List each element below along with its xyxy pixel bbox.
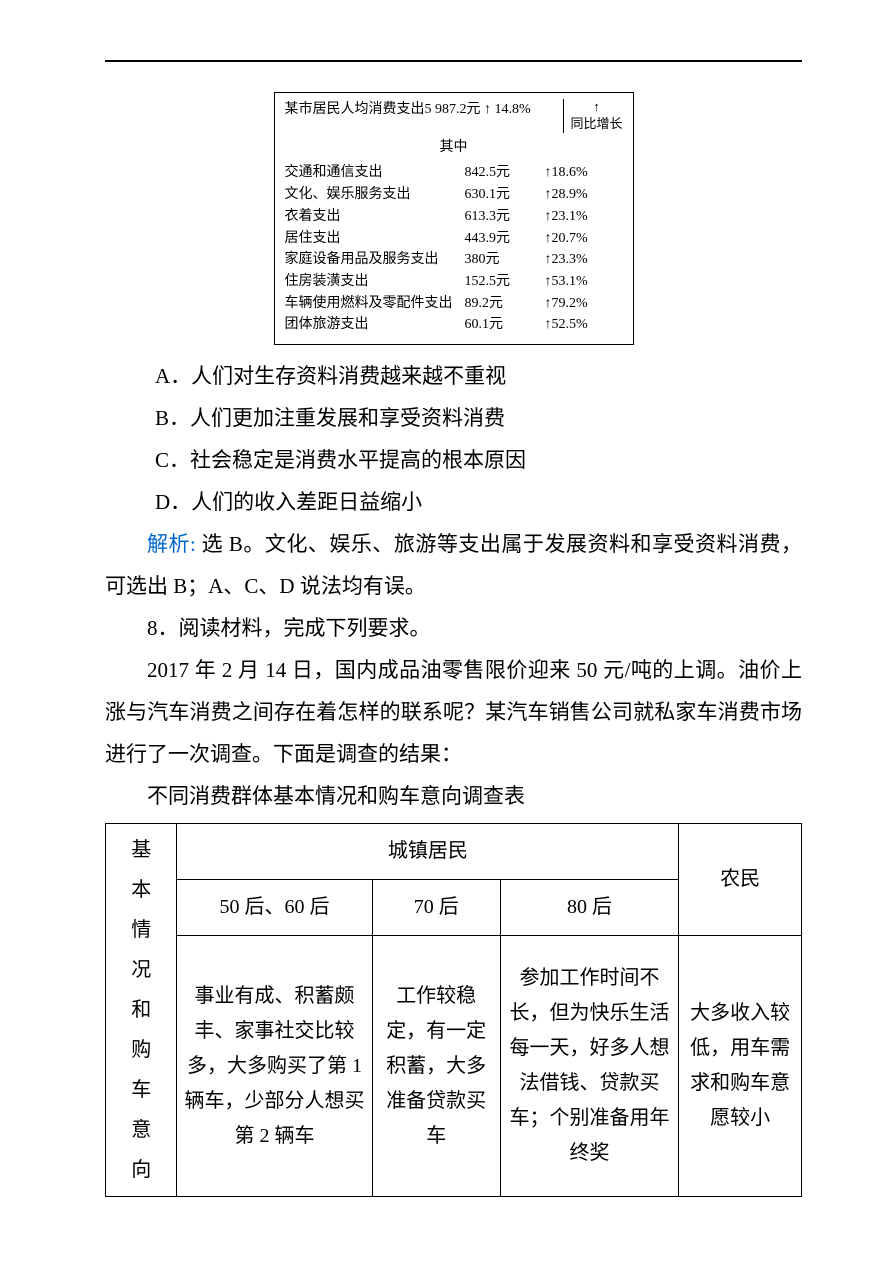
spending-pct: ↑52.5% [545,314,623,336]
spending-amt: 89.2元 [465,293,545,315]
spending-row: 文化、娱乐服务支出 630.1元 ↑28.9% [285,184,623,206]
q8-heading: 8．阅读材料，完成下列要求。 [105,607,802,649]
spending-pct: ↑28.9% [545,184,623,206]
row-label: 基本情况和购车意向 [110,830,172,1190]
spending-title: 某市居民人均消费支出5 987.2元 ↑ 14.8% [285,99,564,121]
spending-header: 某市居民人均消费支出5 987.2元 ↑ 14.8% ↑ 同比增长 [285,99,623,133]
option-b: B．人们更加注重发展和享受资料消费 [105,397,802,439]
spending-pct: ↑79.2% [545,293,623,315]
spending-subhead: 其中 [285,133,623,163]
spending-pct: ↑18.6% [545,162,623,184]
spending-row: 团体旅游支出 60.1元 ↑52.5% [285,314,623,336]
answer-text: 选 B。文化、娱乐、旅游等支出属于发展资料和享受资料消费，可选出 B；A、C、D… [105,532,802,598]
table-row: 基本情况和购车意向 城镇居民 农民 [106,823,802,879]
th-g1: 50 后、60 后 [177,880,372,936]
spending-cat: 车辆使用燃料及零配件支出 [285,293,465,315]
answer-paragraph: 解析: 选 B。文化、娱乐、旅游等支出属于发展资料和享受资料消费，可选出 B；A… [105,523,802,607]
th-rural: 农民 [679,823,802,935]
spending-cat: 团体旅游支出 [285,314,465,336]
yoy-box: ↑ 同比增长 [563,99,622,133]
spending-amt: 152.5元 [465,271,545,293]
spending-amt: 443.9元 [465,228,545,250]
survey-table: 基本情况和购车意向 城镇居民 农民 50 后、60 后 70 后 80 后 事业… [105,823,802,1197]
cell-g3: 参加工作时间不长，但为快乐生活每一天，好多人想法借钱、贷款买车；个别准备用年终奖 [500,936,678,1197]
th-g2: 70 后 [372,880,500,936]
spending-amt: 380元 [465,249,545,271]
spending-amt: 630.1元 [465,184,545,206]
page-rule [105,60,802,62]
spending-table: 某市居民人均消费支出5 987.2元 ↑ 14.8% ↑ 同比增长 其中 交通和… [274,92,634,345]
th-g3: 80 后 [500,880,678,936]
spending-cat: 家庭设备用品及服务支出 [285,249,465,271]
spending-pct: ↑23.3% [545,249,623,271]
spending-cat: 居住支出 [285,228,465,250]
option-d: D．人们的收入差距日益缩小 [105,481,802,523]
spending-row: 家庭设备用品及服务支出 380元 ↑23.3% [285,249,623,271]
row-label-empty: 基本情况和购车意向 [106,823,177,1196]
spending-pct: ↑53.1% [545,271,623,293]
cell-g2: 工作较稳定，有一定积蓄，大多准备贷款买车 [372,936,500,1197]
table-row: 事业有成、积蓄颇丰、家事社交比较多，大多购买了第 1 辆车，少部分人想买第 2 … [106,936,802,1197]
spending-amt: 842.5元 [465,162,545,184]
yoy-label: 同比增长 [570,116,622,133]
arrow-icon: ↑ [484,102,491,117]
spending-row: 交通和通信支出 842.5元 ↑18.6% [285,162,623,184]
spending-cat: 文化、娱乐服务支出 [285,184,465,206]
spending-row: 车辆使用燃料及零配件支出 89.2元 ↑79.2% [285,293,623,315]
spending-title-text: 某市居民人均消费支出5 987.2元 [285,102,481,117]
yoy-arrow-icon: ↑ [570,99,622,116]
spending-pct: ↑23.1% [545,206,623,228]
spending-pct: ↑20.7% [545,228,623,250]
spending-amt: 613.3元 [465,206,545,228]
cell-rural: 大多收入较低，用车需求和购车意愿较小 [679,936,802,1197]
spending-cat: 衣着支出 [285,206,465,228]
spending-amt: 60.1元 [465,314,545,336]
spending-row: 住房装潢支出 152.5元 ↑53.1% [285,271,623,293]
spending-cat: 交通和通信支出 [285,162,465,184]
cell-g1: 事业有成、积蓄颇丰、家事社交比较多，大多购买了第 1 辆车，少部分人想买第 2 … [177,936,372,1197]
answer-label: 解析: [147,532,196,556]
q8-body: 2017 年 2 月 14 日，国内成品油零售限价迎来 50 元/吨的上调。油价… [105,649,802,775]
survey-title: 不同消费群体基本情况和购车意向调查表 [105,775,802,817]
spending-row: 衣着支出 613.3元 ↑23.1% [285,206,623,228]
spending-cat: 住房装潢支出 [285,271,465,293]
spending-title-pct: 14.8% [495,102,531,117]
option-c: C．社会稳定是消费水平提高的根本原因 [105,439,802,481]
th-urban: 城镇居民 [177,823,679,879]
option-a: A．人们对生存资料消费越来越不重视 [105,355,802,397]
spending-row: 居住支出 443.9元 ↑20.7% [285,228,623,250]
